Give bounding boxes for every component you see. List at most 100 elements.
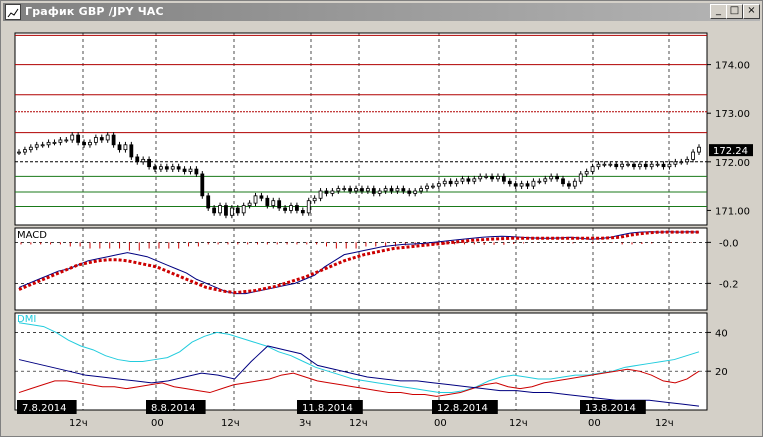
candle-body — [318, 190, 323, 199]
dmi-adx-line — [18, 322, 700, 394]
candle-body — [454, 180, 459, 185]
candle-body — [661, 163, 666, 168]
candle-body — [519, 183, 524, 187]
hour-label: 12ч — [655, 418, 674, 429]
candle-body — [330, 190, 335, 194]
candle-body — [147, 158, 151, 168]
price-tick-label: 174.00 — [715, 61, 750, 72]
candle-body — [525, 183, 530, 187]
minimize-button[interactable]: _ — [710, 4, 727, 19]
candle-body — [46, 141, 51, 146]
candle-body — [58, 139, 63, 143]
candle-body — [52, 141, 57, 144]
candle-body — [194, 168, 199, 175]
candle-body — [295, 205, 299, 211]
date-box — [297, 400, 363, 414]
candle-body — [667, 163, 672, 168]
close-button[interactable]: × — [743, 4, 760, 19]
candle-body — [431, 185, 435, 188]
candle-body — [360, 188, 364, 192]
candle-body — [277, 200, 282, 209]
candle-body — [188, 168, 193, 172]
candle-body — [632, 163, 636, 168]
candle-body — [141, 158, 146, 163]
candle-body — [490, 175, 494, 180]
candle-body — [117, 144, 122, 151]
candle-body — [602, 163, 607, 166]
dmi-minus-di-line — [18, 345, 700, 407]
candle-body — [395, 188, 400, 192]
date-box — [17, 400, 77, 414]
title-bar[interactable]: График GBP /JPY ЧАС _ □ × — [3, 3, 760, 21]
macd-line — [18, 231, 700, 295]
candle-body — [436, 183, 441, 187]
candle-body — [507, 180, 512, 185]
candle-body — [626, 163, 630, 166]
candle-body — [23, 149, 27, 153]
hour-label: 12ч — [69, 418, 88, 429]
candle-body — [354, 188, 358, 192]
price-tick-label: 172.00 — [715, 158, 750, 169]
candle-body — [484, 175, 489, 178]
hour-label: 3ч — [299, 418, 311, 429]
candle-body — [596, 163, 601, 168]
candle-body — [70, 134, 75, 141]
candle-body — [40, 144, 45, 147]
dmi-tick-label: 20 — [715, 367, 728, 378]
hour-label: 00 — [588, 418, 601, 429]
candle-body — [567, 183, 571, 187]
date-label: 12.8.2014 — [437, 403, 488, 414]
candle-body — [176, 166, 181, 170]
candle-body — [584, 171, 589, 175]
candle-body — [336, 188, 341, 192]
candle-body — [549, 175, 554, 180]
price-tick-label: 173.00 — [715, 109, 750, 120]
candle-body — [312, 197, 317, 202]
candle-body — [478, 175, 483, 180]
chart-app-icon — [5, 4, 21, 20]
candle-body — [407, 190, 412, 194]
candle-body — [513, 183, 518, 187]
candle-body — [99, 137, 104, 141]
candle-body — [425, 185, 429, 189]
candle-body — [590, 166, 595, 172]
candle-body — [442, 180, 447, 185]
candle-body — [135, 156, 140, 163]
candle-body — [64, 139, 69, 142]
candle-body — [123, 144, 128, 151]
candle-body — [76, 134, 81, 143]
candle-body — [111, 134, 116, 146]
candle-body — [561, 178, 565, 185]
candle-body — [697, 146, 701, 153]
price-tick-label: 171.00 — [715, 206, 750, 217]
dmi-panel-frame — [14, 312, 708, 411]
candle-body — [472, 178, 477, 182]
window-title: График GBP /JPY ЧАС — [25, 5, 164, 18]
date-label: 7.8.2014 — [22, 403, 67, 414]
chart-area[interactable]: 174.00 173.00 172.00 171.00 172.24 -0.0 -0.2 MA… — [1, 21, 762, 436]
candle-body — [501, 175, 506, 182]
candle-body — [555, 175, 559, 180]
candle-body — [649, 163, 654, 168]
candle-body — [655, 163, 660, 166]
candle-body — [620, 163, 625, 168]
last-price-label: 172.24 — [713, 146, 748, 157]
date-label: 11.8.2014 — [302, 403, 353, 414]
candle-body — [496, 175, 500, 180]
candle-body — [206, 195, 211, 209]
candle-body — [608, 163, 613, 166]
macd-panel-frame — [14, 227, 708, 311]
price-panel-frame — [14, 32, 708, 226]
maximize-button[interactable]: □ — [726, 4, 743, 19]
candle-body — [253, 195, 258, 204]
dmi-tick-label: 40 — [715, 328, 728, 339]
dmi-plus-di-line — [18, 368, 700, 397]
date-label: 13.8.2014 — [585, 403, 636, 414]
candle-body — [377, 190, 382, 194]
candle-body — [543, 178, 548, 182]
candle-body — [153, 166, 157, 170]
candle-body — [271, 200, 276, 206]
candle-body — [300, 210, 305, 214]
date-box — [580, 400, 646, 414]
